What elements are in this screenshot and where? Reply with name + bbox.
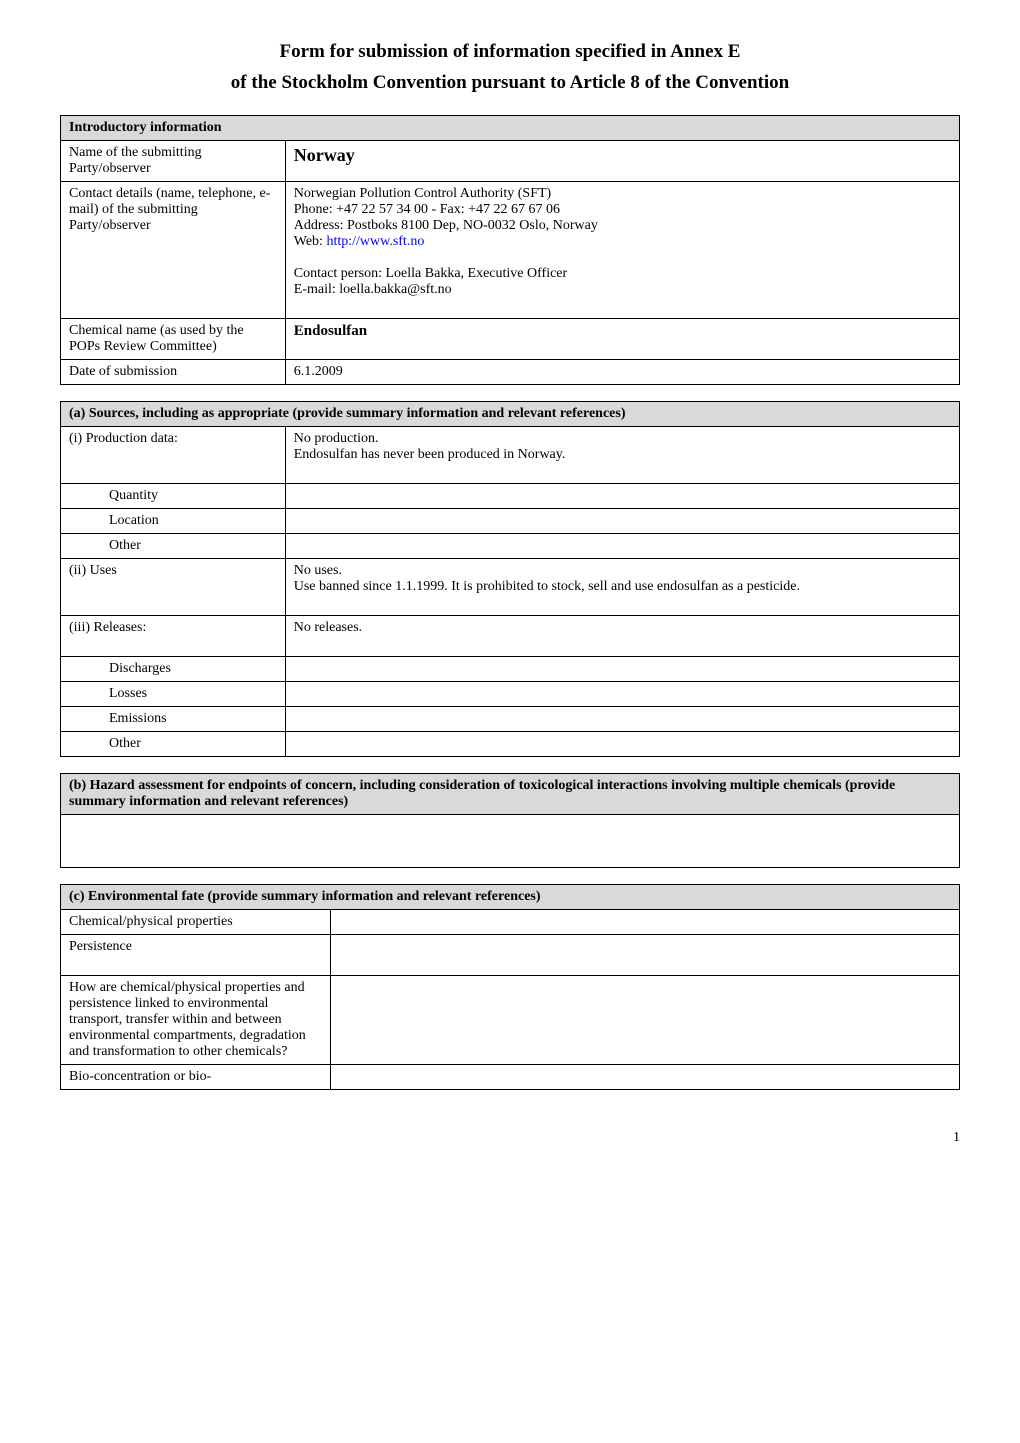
page-title-line2: of the Stockholm Convention pursuant to … — [60, 71, 960, 96]
a-emissions-value — [285, 707, 959, 732]
a-quantity-label: Quantity — [61, 484, 286, 509]
contact-line4: Web: http://www.sft.no — [294, 234, 951, 250]
a-emissions-label: Emissions — [61, 707, 286, 732]
a-other1-label: Other — [61, 534, 286, 559]
a-releases-value: No releases. — [285, 616, 959, 657]
a-production-label: (i) Production data: — [61, 427, 286, 484]
contact-line7: E-mail: loella.bakka@sft.no — [294, 282, 951, 298]
c-chemphys-label: Chemical/physical properties — [61, 910, 331, 935]
section-b-body — [61, 815, 960, 868]
a-discharges-value — [285, 657, 959, 682]
section-b-header: (b) Hazard assessment for endpoints of c… — [61, 774, 960, 815]
contact-line1: Norwegian Pollution Control Authority (S… — [294, 186, 951, 202]
c-linked-label: How are chemical/physical properties and… — [61, 976, 331, 1065]
c-linked-value — [330, 976, 959, 1065]
c-chemphys-value — [330, 910, 959, 935]
a-production-line2: Endosulfan has never been produced in No… — [294, 447, 951, 463]
section-a-header: (a) Sources, including as appropriate (p… — [61, 402, 960, 427]
a-uses-line1: No uses. — [294, 563, 951, 579]
intro-table: Introductory information Name of the sub… — [60, 115, 960, 385]
intro-chemical-label: Chemical name (as used by the POPs Revie… — [61, 319, 286, 360]
page-title-line1: Form for submission of information speci… — [60, 40, 960, 65]
a-losses-value — [285, 682, 959, 707]
a-location-label: Location — [61, 509, 286, 534]
intro-chemical-value: Endosulfan — [285, 319, 959, 360]
a-location-value — [285, 509, 959, 534]
contact-line2: Phone: +47 22 57 34 00 - Fax: +47 22 67 … — [294, 202, 951, 218]
intro-contact-label: Contact details (name, telephone, e-mail… — [61, 182, 286, 319]
intro-party-label: Name of the submitting Party/observer — [61, 141, 286, 182]
a-other2-label: Other — [61, 732, 286, 757]
a-other2-value — [285, 732, 959, 757]
section-a-table: (a) Sources, including as appropriate (p… — [60, 401, 960, 757]
a-quantity-value — [285, 484, 959, 509]
section-c-header: (c) Environmental fate (provide summary … — [61, 885, 960, 910]
c-bio-label: Bio-concentration or bio- — [61, 1065, 331, 1090]
a-uses-value: No uses. Use banned since 1.1.1999. It i… — [285, 559, 959, 616]
contact-line6: Contact person: Loella Bakka, Executive … — [294, 266, 951, 282]
intro-date-label: Date of submission — [61, 360, 286, 385]
a-uses-line2: Use banned since 1.1.1999. It is prohibi… — [294, 579, 951, 595]
c-persistence-label: Persistence — [61, 935, 331, 976]
intro-header: Introductory information — [61, 116, 960, 141]
a-losses-label: Losses — [61, 682, 286, 707]
a-production-line1: No production. — [294, 431, 951, 447]
intro-contact-value: Norwegian Pollution Control Authority (S… — [285, 182, 959, 319]
contact-line3: Address: Postboks 8100 Dep, NO-0032 Oslo… — [294, 218, 951, 234]
page-number: 1 — [60, 1130, 960, 1146]
a-other1-value — [285, 534, 959, 559]
a-uses-label: (ii) Uses — [61, 559, 286, 616]
a-production-value: No production. Endosulfan has never been… — [285, 427, 959, 484]
web-link[interactable]: http://www.sft.no — [326, 234, 424, 249]
section-b-table: (b) Hazard assessment for endpoints of c… — [60, 773, 960, 868]
section-c-table: (c) Environmental fate (provide summary … — [60, 884, 960, 1090]
intro-party-value: Norway — [285, 141, 959, 182]
c-bio-value — [330, 1065, 959, 1090]
a-discharges-label: Discharges — [61, 657, 286, 682]
intro-date-value: 6.1.2009 — [285, 360, 959, 385]
c-persistence-value — [330, 935, 959, 976]
a-releases-label: (iii) Releases: — [61, 616, 286, 657]
